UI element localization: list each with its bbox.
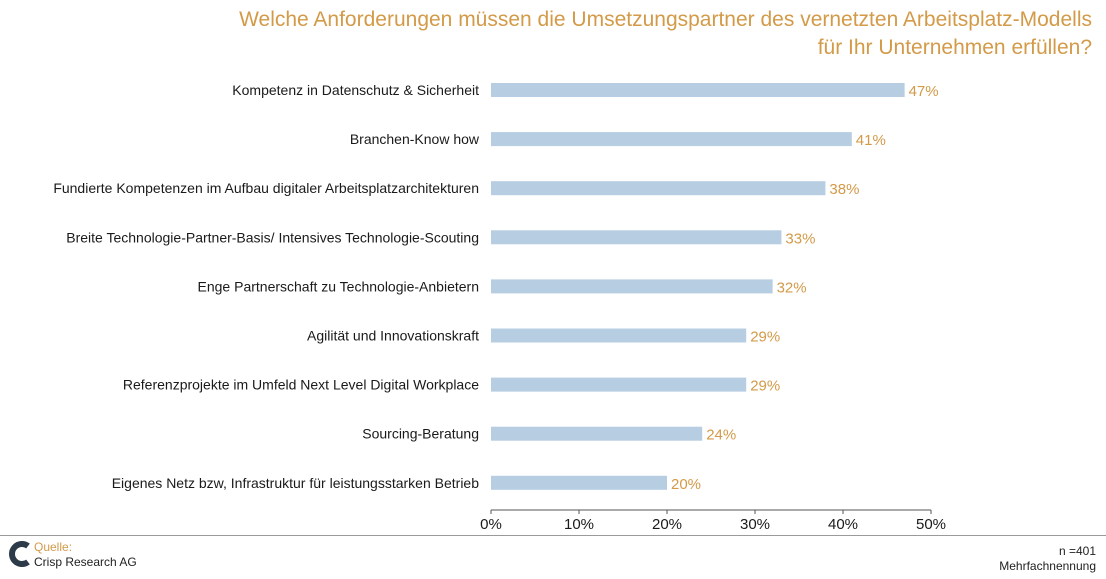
bar	[491, 426, 703, 441]
category-label: Referenzprojekte im Umfeld Next Level Di…	[123, 377, 479, 393]
chart-title-line-2: für Ihr Unternehmen erfüllen?	[817, 36, 1092, 59]
category-label: Enge Partnerschaft zu Technologie-Anbiet…	[198, 278, 479, 294]
category-label: Agilität und Innovationskraft	[307, 328, 479, 344]
source-label: Quelle:	[34, 540, 73, 554]
x-tick-label: 10%	[564, 516, 594, 533]
value-label: 33%	[785, 230, 815, 247]
crisp-logo-icon	[9, 541, 30, 567]
bar	[491, 230, 782, 245]
x-tick-label: 20%	[652, 516, 682, 533]
x-tick-label: 50%	[916, 516, 946, 533]
value-label: 41%	[856, 132, 886, 149]
bar	[491, 328, 747, 343]
category-label: Branchen-Know how	[350, 131, 480, 147]
value-label: 29%	[750, 378, 780, 395]
category-label: Kompetenz in Datenschutz & Sicherheit	[232, 82, 479, 98]
chart-title-line-1: Welche Anforderungen müssen die Umsetzun…	[239, 8, 1092, 31]
x-tick-label: 0%	[480, 516, 502, 533]
bar	[491, 83, 905, 97]
multiple-answers-note: Mehrfachnennung	[999, 559, 1096, 573]
value-label: 29%	[750, 329, 780, 346]
value-label: 47%	[909, 83, 939, 100]
bar-chart: Kompetenz in Datenschutz & Sicherheit 47%…	[53, 82, 946, 533]
bar	[491, 377, 747, 392]
value-label: 24%	[706, 427, 736, 444]
value-label: 20%	[671, 476, 701, 493]
sample-size: n =401	[1058, 544, 1096, 558]
bar	[491, 132, 852, 147]
source-name: Crisp Research AG	[34, 555, 137, 569]
x-tick-label: 30%	[740, 516, 770, 533]
bar	[491, 279, 773, 294]
x-tick-label: 40%	[828, 516, 858, 533]
bar	[491, 181, 826, 196]
chart-title: Welche Anforderungen müssen die Umsetzun…	[92, 6, 1092, 62]
bar	[491, 475, 667, 490]
value-label: 38%	[829, 181, 859, 198]
category-label: Fundierte Kompetenzen im Aufbau digitale…	[53, 180, 479, 196]
category-label: Eigenes Netz bzw, Infrastruktur für leis…	[112, 475, 479, 491]
category-label: Sourcing-Beratung	[362, 426, 479, 442]
value-label: 32%	[777, 279, 807, 296]
footer-divider	[0, 535, 1106, 536]
category-label: Breite Technologie-Partner-Basis/ Intens…	[66, 229, 479, 245]
